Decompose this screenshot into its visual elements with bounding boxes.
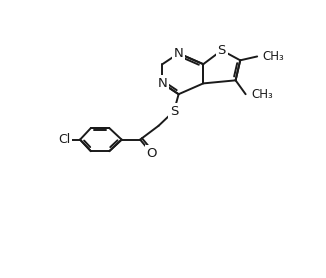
Text: O: O [146, 147, 157, 160]
Text: N: N [174, 47, 184, 60]
Text: S: S [170, 105, 178, 118]
Text: CH₃: CH₃ [251, 88, 273, 101]
Text: S: S [217, 44, 226, 57]
Text: Cl: Cl [59, 133, 71, 146]
Text: CH₃: CH₃ [262, 50, 284, 63]
Text: N: N [157, 77, 167, 90]
